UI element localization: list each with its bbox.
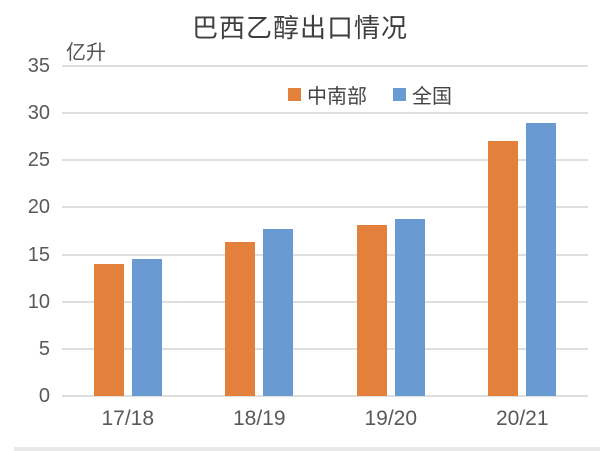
x-tick-label-20-21: 20/21 [495, 407, 549, 430]
x-tick-label-19-20: 19/20 [364, 407, 418, 430]
bar-national-19-20 [394, 218, 425, 396]
legend-item-national: 全国 [393, 80, 452, 109]
gridline-5 [62, 347, 588, 350]
bottom-edge-shadow [14, 447, 600, 451]
legend-item-central-south: 中南部 [288, 80, 367, 109]
gridline-10 [62, 300, 588, 303]
y-tick-label-25: 25 [27, 149, 50, 172]
legend-swatch-national [393, 88, 406, 101]
y-tick-label-35: 35 [27, 55, 50, 77]
gridline-25 [62, 159, 588, 162]
bar-national-18-19 [263, 229, 294, 396]
bar-central-south-18-19 [225, 242, 256, 396]
gridline-0 [62, 395, 588, 397]
bar-central-south-20-21 [488, 141, 519, 396]
y-tick-label-20: 20 [27, 196, 50, 219]
gridline-30 [62, 112, 588, 115]
x-tick-label-17-18: 17/18 [101, 407, 155, 430]
legend-label-national: 全国 [412, 86, 452, 108]
gridline-35 [62, 65, 588, 67]
y-axis-unit-label: 亿升 [66, 42, 106, 64]
x-tick-label-18-19: 18/19 [232, 407, 286, 430]
bar-national-17-18 [131, 259, 162, 396]
chart-legend: 中南部 全国 [288, 80, 452, 109]
legend-label-central-south: 中南部 [307, 86, 367, 108]
y-tick-label-10: 10 [27, 290, 50, 313]
bar-national-20-21 [526, 122, 557, 396]
plot-area [62, 65, 588, 397]
legend-swatch-central-south [288, 88, 301, 101]
gridline-15 [62, 253, 588, 256]
bar-central-south-17-18 [93, 264, 124, 396]
bar-central-south-19-20 [356, 225, 387, 396]
y-tick-label-15: 15 [27, 243, 50, 266]
y-tick-label-0: 0 [38, 385, 50, 407]
y-tick-label-30: 30 [27, 102, 50, 125]
y-tick-label-5: 5 [38, 337, 50, 360]
gridline-20 [62, 206, 588, 209]
chart-title: 巴西乙醇出口情况 [191, 14, 408, 43]
